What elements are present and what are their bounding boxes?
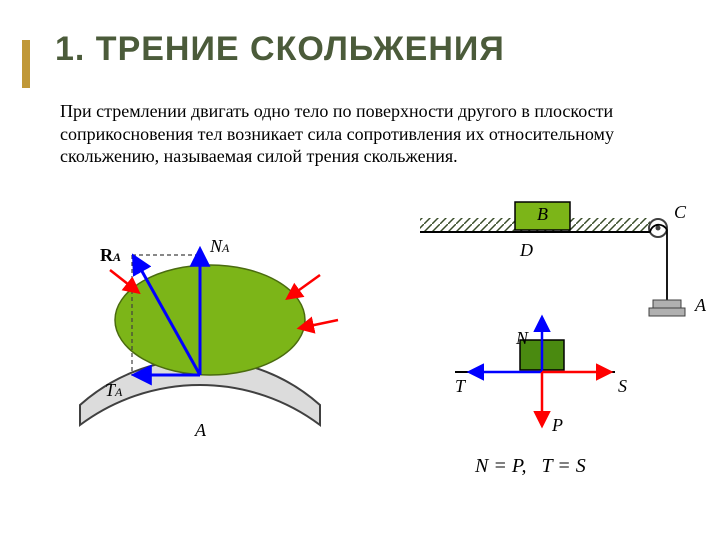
label-R: RA [100,245,121,266]
pulley-axle [656,226,661,231]
label-A-left: A [195,420,206,441]
label-D: D [520,240,533,261]
label-C: C [674,202,686,223]
intro-paragraph: При стремлении двигать одно тело по пове… [60,100,660,168]
figure-area: RA NA TA A B C D A N T S P N = P, T = S [0,200,720,520]
page-title: 1. ТРЕНИЕ СКОЛЬЖЕНИЯ [55,30,505,69]
label-A-right: A [695,295,706,316]
label-T: TA [105,380,122,401]
label-P: P [552,415,563,436]
label-B: B [537,204,548,225]
red-arrow-2 [288,275,320,298]
weight-disc-2 [649,308,685,316]
equation: N = P, T = S [475,455,586,478]
label-S: S [618,376,627,397]
label-T2: T [455,376,465,397]
accent-bar [22,40,30,88]
body-ellipse [115,265,305,375]
label-N2: N [516,328,528,349]
weight-disc-1 [653,300,681,308]
red-arrow-1 [110,270,138,292]
label-N: NA [210,236,229,257]
